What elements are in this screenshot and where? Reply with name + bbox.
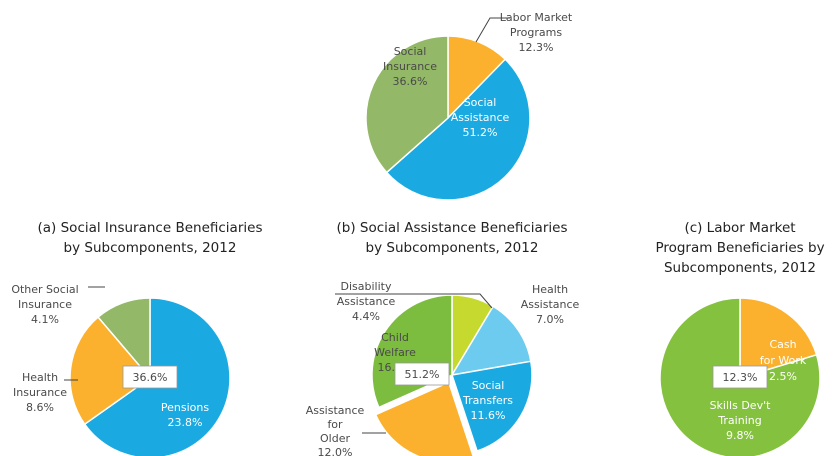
value-label: 12.3% (519, 41, 554, 54)
pie-slice (365, 35, 449, 174)
slice-label: Pensions (161, 401, 209, 414)
pie-slice (385, 58, 531, 201)
slice-label: Child Welfare (374, 331, 416, 359)
chart-title: (b) Social Assistance Beneficiaries by Su… (337, 220, 568, 256)
value-label: 11.6% (471, 409, 506, 422)
value-label: 51.2% (463, 126, 498, 139)
total-label: 51.2% (405, 368, 440, 381)
slice-label: Social Insurance (383, 45, 437, 73)
total-box (122, 365, 178, 389)
total-box (712, 365, 768, 389)
slice-label: Social Assistance (451, 96, 510, 124)
slice-label: Skills Dev't Training (710, 399, 772, 427)
chart-title: (c) Labor Market Program Beneficiaries by… (655, 220, 824, 276)
value-label: 8.6% (26, 401, 54, 414)
pie-slice (69, 316, 152, 426)
value-label: 36.6% (393, 75, 428, 88)
value-label: 4.1% (31, 313, 59, 326)
slice-label: Health Assistance (521, 283, 580, 311)
pie-slice (374, 381, 474, 456)
total-label: 12.3% (723, 371, 758, 384)
slice-label: Assistance for Older (306, 404, 365, 445)
value-label: 4.4% (352, 310, 380, 323)
slice-label: Cash for Work (760, 338, 807, 367)
total-box (394, 362, 450, 386)
slice-label: Disability Assistance (337, 280, 396, 308)
value-label: 2.5% (769, 370, 797, 383)
slice-label: Labor Market Programs (500, 11, 573, 39)
slice-label: Health Insurance (13, 371, 67, 399)
value-label: 12.0% (318, 446, 353, 456)
slice-label: Social Transfers (462, 379, 513, 407)
value-label: 7.0% (536, 313, 564, 326)
leader-line (475, 17, 510, 43)
value-label: 23.8% (168, 416, 203, 429)
pie-slice (97, 297, 151, 381)
pie-slice (450, 305, 532, 377)
pie-slice (451, 360, 533, 452)
leader-line (335, 293, 493, 309)
value-label: 9.8% (726, 429, 754, 442)
pie-slice (739, 297, 818, 380)
pie-slice (447, 35, 507, 120)
total-label: 36.6% (133, 371, 168, 384)
chart-title: (a) Social Insurance Beneficiaries by Sub… (38, 220, 263, 256)
slice-label: Other Social Insurance (11, 283, 78, 311)
